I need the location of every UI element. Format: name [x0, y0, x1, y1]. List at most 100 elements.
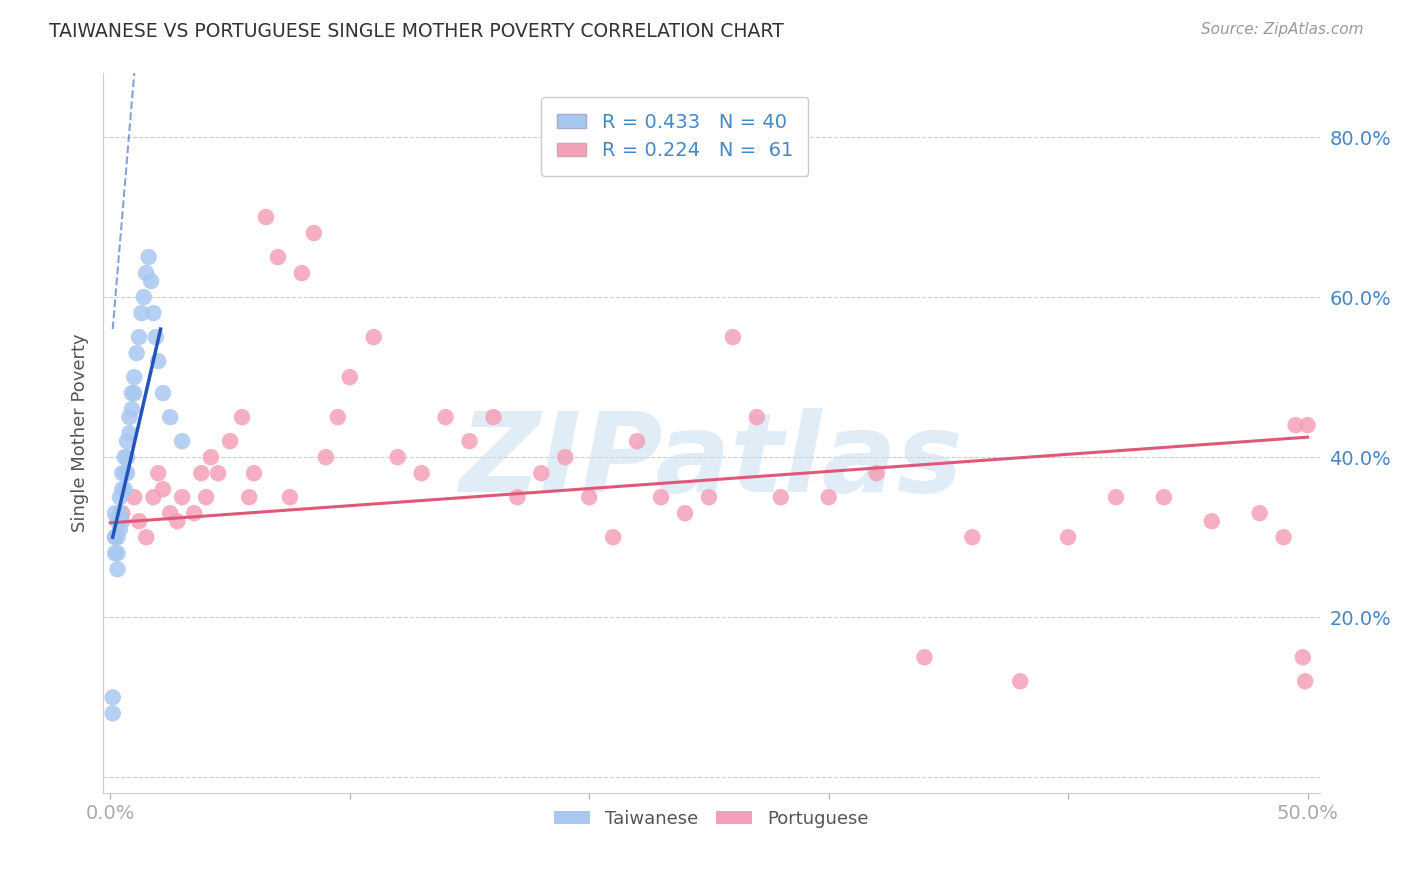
Point: [115, 450, 138, 465]
Point: [152, 482, 174, 496]
Point: [1292, 650, 1315, 665]
Point: [278, 490, 301, 504]
Point: [1249, 506, 1271, 520]
Point: [115, 434, 138, 449]
Point: [267, 250, 290, 264]
Point: [1201, 514, 1223, 528]
Point: [121, 402, 143, 417]
Point: [139, 274, 162, 288]
Point: [602, 530, 624, 544]
Point: [122, 386, 145, 401]
Point: [530, 466, 553, 480]
Point: [166, 514, 188, 528]
Point: [482, 410, 505, 425]
Point: [326, 410, 349, 425]
Legend: Taiwanese, Portuguese: Taiwanese, Portuguese: [547, 802, 876, 835]
Point: [291, 266, 314, 280]
Point: [219, 434, 242, 449]
Point: [200, 450, 222, 465]
Point: [1272, 530, 1295, 544]
Point: [411, 466, 433, 480]
Point: [118, 410, 141, 425]
Point: [145, 330, 167, 344]
Point: [745, 410, 768, 425]
Point: [108, 506, 131, 520]
Point: [104, 530, 127, 544]
Point: [1296, 418, 1319, 433]
Point: [101, 690, 124, 705]
Point: [131, 306, 153, 320]
Point: [104, 506, 127, 520]
Point: [387, 450, 409, 465]
Point: [104, 546, 127, 560]
Point: [769, 490, 792, 504]
Point: [721, 330, 744, 344]
Point: [554, 450, 576, 465]
Point: [159, 506, 181, 520]
Point: [243, 466, 266, 480]
Point: [434, 410, 457, 425]
Point: [107, 530, 129, 544]
Point: [578, 490, 600, 504]
Point: [122, 370, 145, 384]
Text: Source: ZipAtlas.com: Source: ZipAtlas.com: [1201, 22, 1364, 37]
Point: [135, 530, 157, 544]
Point: [1294, 674, 1316, 689]
Point: [128, 514, 150, 528]
Point: [132, 290, 155, 304]
Point: [111, 466, 134, 480]
Point: [1010, 674, 1032, 689]
Point: [195, 490, 218, 504]
Point: [101, 706, 124, 721]
Point: [172, 490, 194, 504]
Point: [506, 490, 529, 504]
Text: ZIPatlas: ZIPatlas: [460, 409, 963, 516]
Point: [673, 506, 696, 520]
Point: [135, 266, 157, 280]
Point: [107, 514, 129, 528]
Point: [912, 650, 935, 665]
Point: [1057, 530, 1080, 544]
Point: [114, 482, 136, 496]
Point: [207, 466, 229, 480]
Point: [104, 530, 127, 544]
Point: [458, 434, 481, 449]
Point: [142, 490, 165, 504]
Point: [148, 354, 170, 368]
Point: [108, 522, 131, 536]
Point: [138, 250, 160, 264]
Point: [107, 546, 129, 560]
Point: [125, 346, 148, 360]
Point: [650, 490, 672, 504]
Point: [148, 466, 170, 480]
Point: [190, 466, 212, 480]
Point: [865, 466, 887, 480]
Point: [111, 514, 134, 528]
Point: [108, 490, 131, 504]
Point: [626, 434, 648, 449]
Point: [817, 490, 839, 504]
Point: [114, 466, 136, 480]
Point: [1105, 490, 1128, 504]
Point: [172, 434, 194, 449]
Point: [152, 386, 174, 401]
Point: [183, 506, 205, 520]
Text: TAIWANESE VS PORTUGUESE SINGLE MOTHER POVERTY CORRELATION CHART: TAIWANESE VS PORTUGUESE SINGLE MOTHER PO…: [49, 22, 785, 41]
Y-axis label: Single Mother Poverty: Single Mother Poverty: [72, 334, 89, 533]
Point: [142, 306, 165, 320]
Point: [363, 330, 385, 344]
Point: [339, 370, 361, 384]
Point: [1284, 418, 1306, 433]
Point: [111, 506, 134, 520]
Point: [118, 426, 141, 441]
Point: [238, 490, 260, 504]
Point: [122, 490, 145, 504]
Point: [111, 482, 134, 496]
Point: [231, 410, 253, 425]
Point: [121, 386, 143, 401]
Point: [159, 410, 181, 425]
Point: [107, 562, 129, 576]
Point: [115, 466, 138, 480]
Point: [1153, 490, 1175, 504]
Point: [128, 330, 150, 344]
